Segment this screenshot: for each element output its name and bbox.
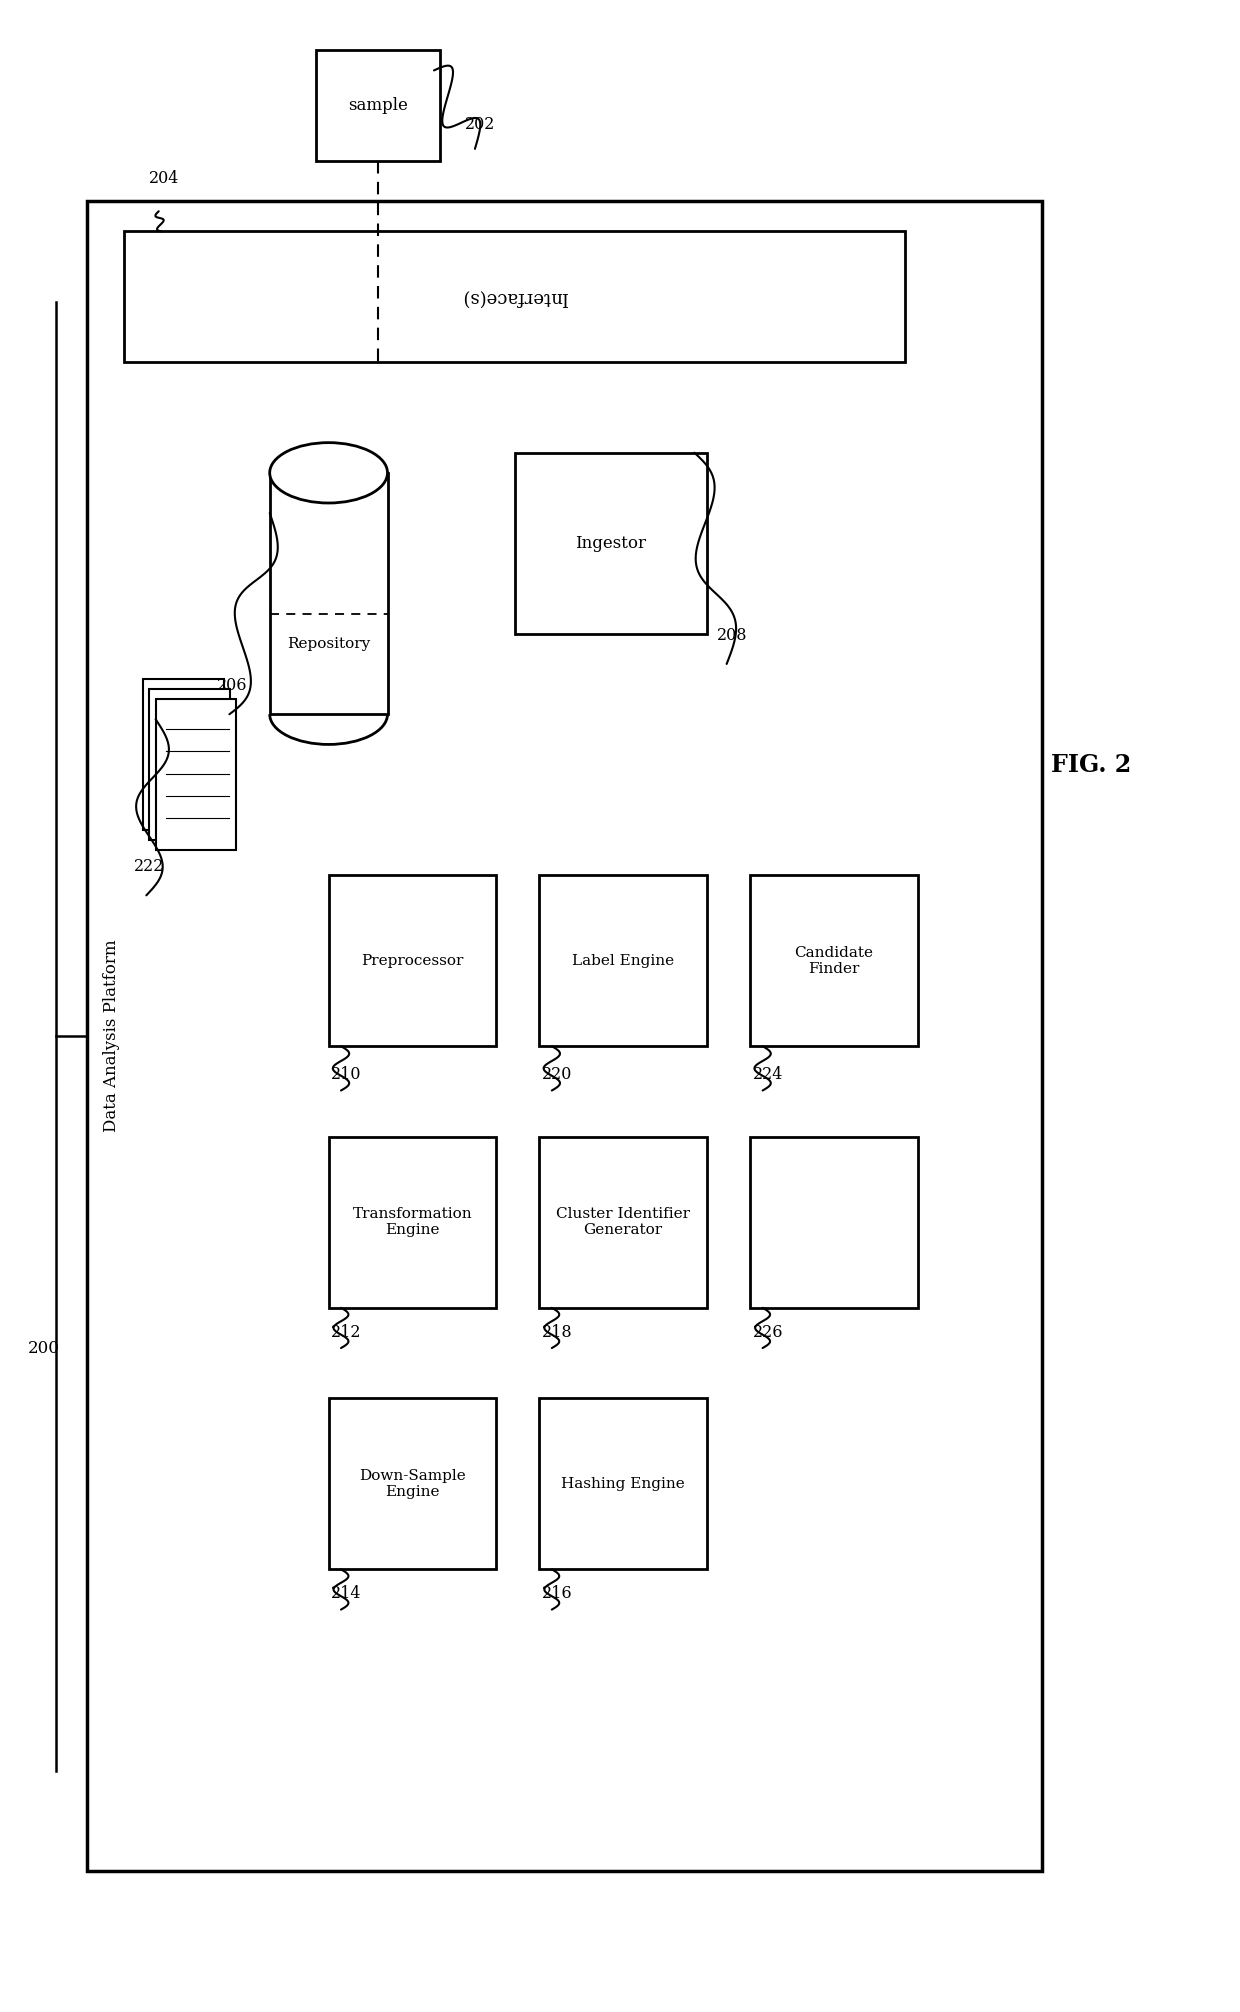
Bar — [124, 231, 905, 362]
Bar — [87, 201, 1042, 1871]
Bar — [539, 1137, 707, 1308]
Bar — [329, 1137, 496, 1308]
Bar — [156, 700, 237, 851]
Text: sample: sample — [348, 97, 408, 115]
Text: Hashing Engine: Hashing Engine — [562, 1477, 684, 1491]
Bar — [329, 1398, 496, 1569]
Bar — [270, 473, 387, 714]
Text: Repository: Repository — [286, 638, 371, 650]
Text: Ingestor: Ingestor — [575, 535, 646, 551]
Text: Cluster Identifier
Generator: Cluster Identifier Generator — [556, 1207, 691, 1237]
Bar — [144, 680, 223, 831]
Text: Interface(s): Interface(s) — [461, 288, 568, 306]
Text: 212: 212 — [331, 1324, 362, 1340]
Bar — [515, 453, 707, 634]
Text: Data Analysis Platform: Data Analysis Platform — [103, 940, 120, 1133]
Text: Candidate
Finder: Candidate Finder — [795, 946, 873, 976]
Text: 202: 202 — [465, 117, 495, 133]
Text: 216: 216 — [542, 1585, 573, 1602]
Text: 226: 226 — [753, 1324, 784, 1340]
Ellipse shape — [270, 443, 387, 503]
Text: 218: 218 — [542, 1324, 573, 1340]
Bar — [539, 875, 707, 1046]
Text: Transformation
Engine: Transformation Engine — [352, 1207, 472, 1237]
Text: 222: 222 — [134, 859, 164, 875]
Bar — [750, 875, 918, 1046]
Text: 204: 204 — [149, 171, 179, 187]
Bar — [539, 1398, 707, 1569]
Bar — [329, 875, 496, 1046]
Text: Preprocessor: Preprocessor — [361, 954, 464, 968]
Text: 208: 208 — [717, 628, 748, 644]
Text: 210: 210 — [331, 1066, 362, 1082]
Text: 220: 220 — [542, 1066, 572, 1082]
Text: 224: 224 — [753, 1066, 782, 1082]
Text: 206: 206 — [217, 678, 248, 694]
Text: Down-Sample
Engine: Down-Sample Engine — [358, 1469, 466, 1499]
Text: Label Engine: Label Engine — [572, 954, 675, 968]
Bar — [316, 50, 440, 161]
Text: FIG. 2: FIG. 2 — [1052, 752, 1131, 777]
Text: 200: 200 — [27, 1340, 60, 1356]
Bar — [750, 1137, 918, 1308]
Text: 214: 214 — [331, 1585, 362, 1602]
Bar — [149, 690, 231, 841]
